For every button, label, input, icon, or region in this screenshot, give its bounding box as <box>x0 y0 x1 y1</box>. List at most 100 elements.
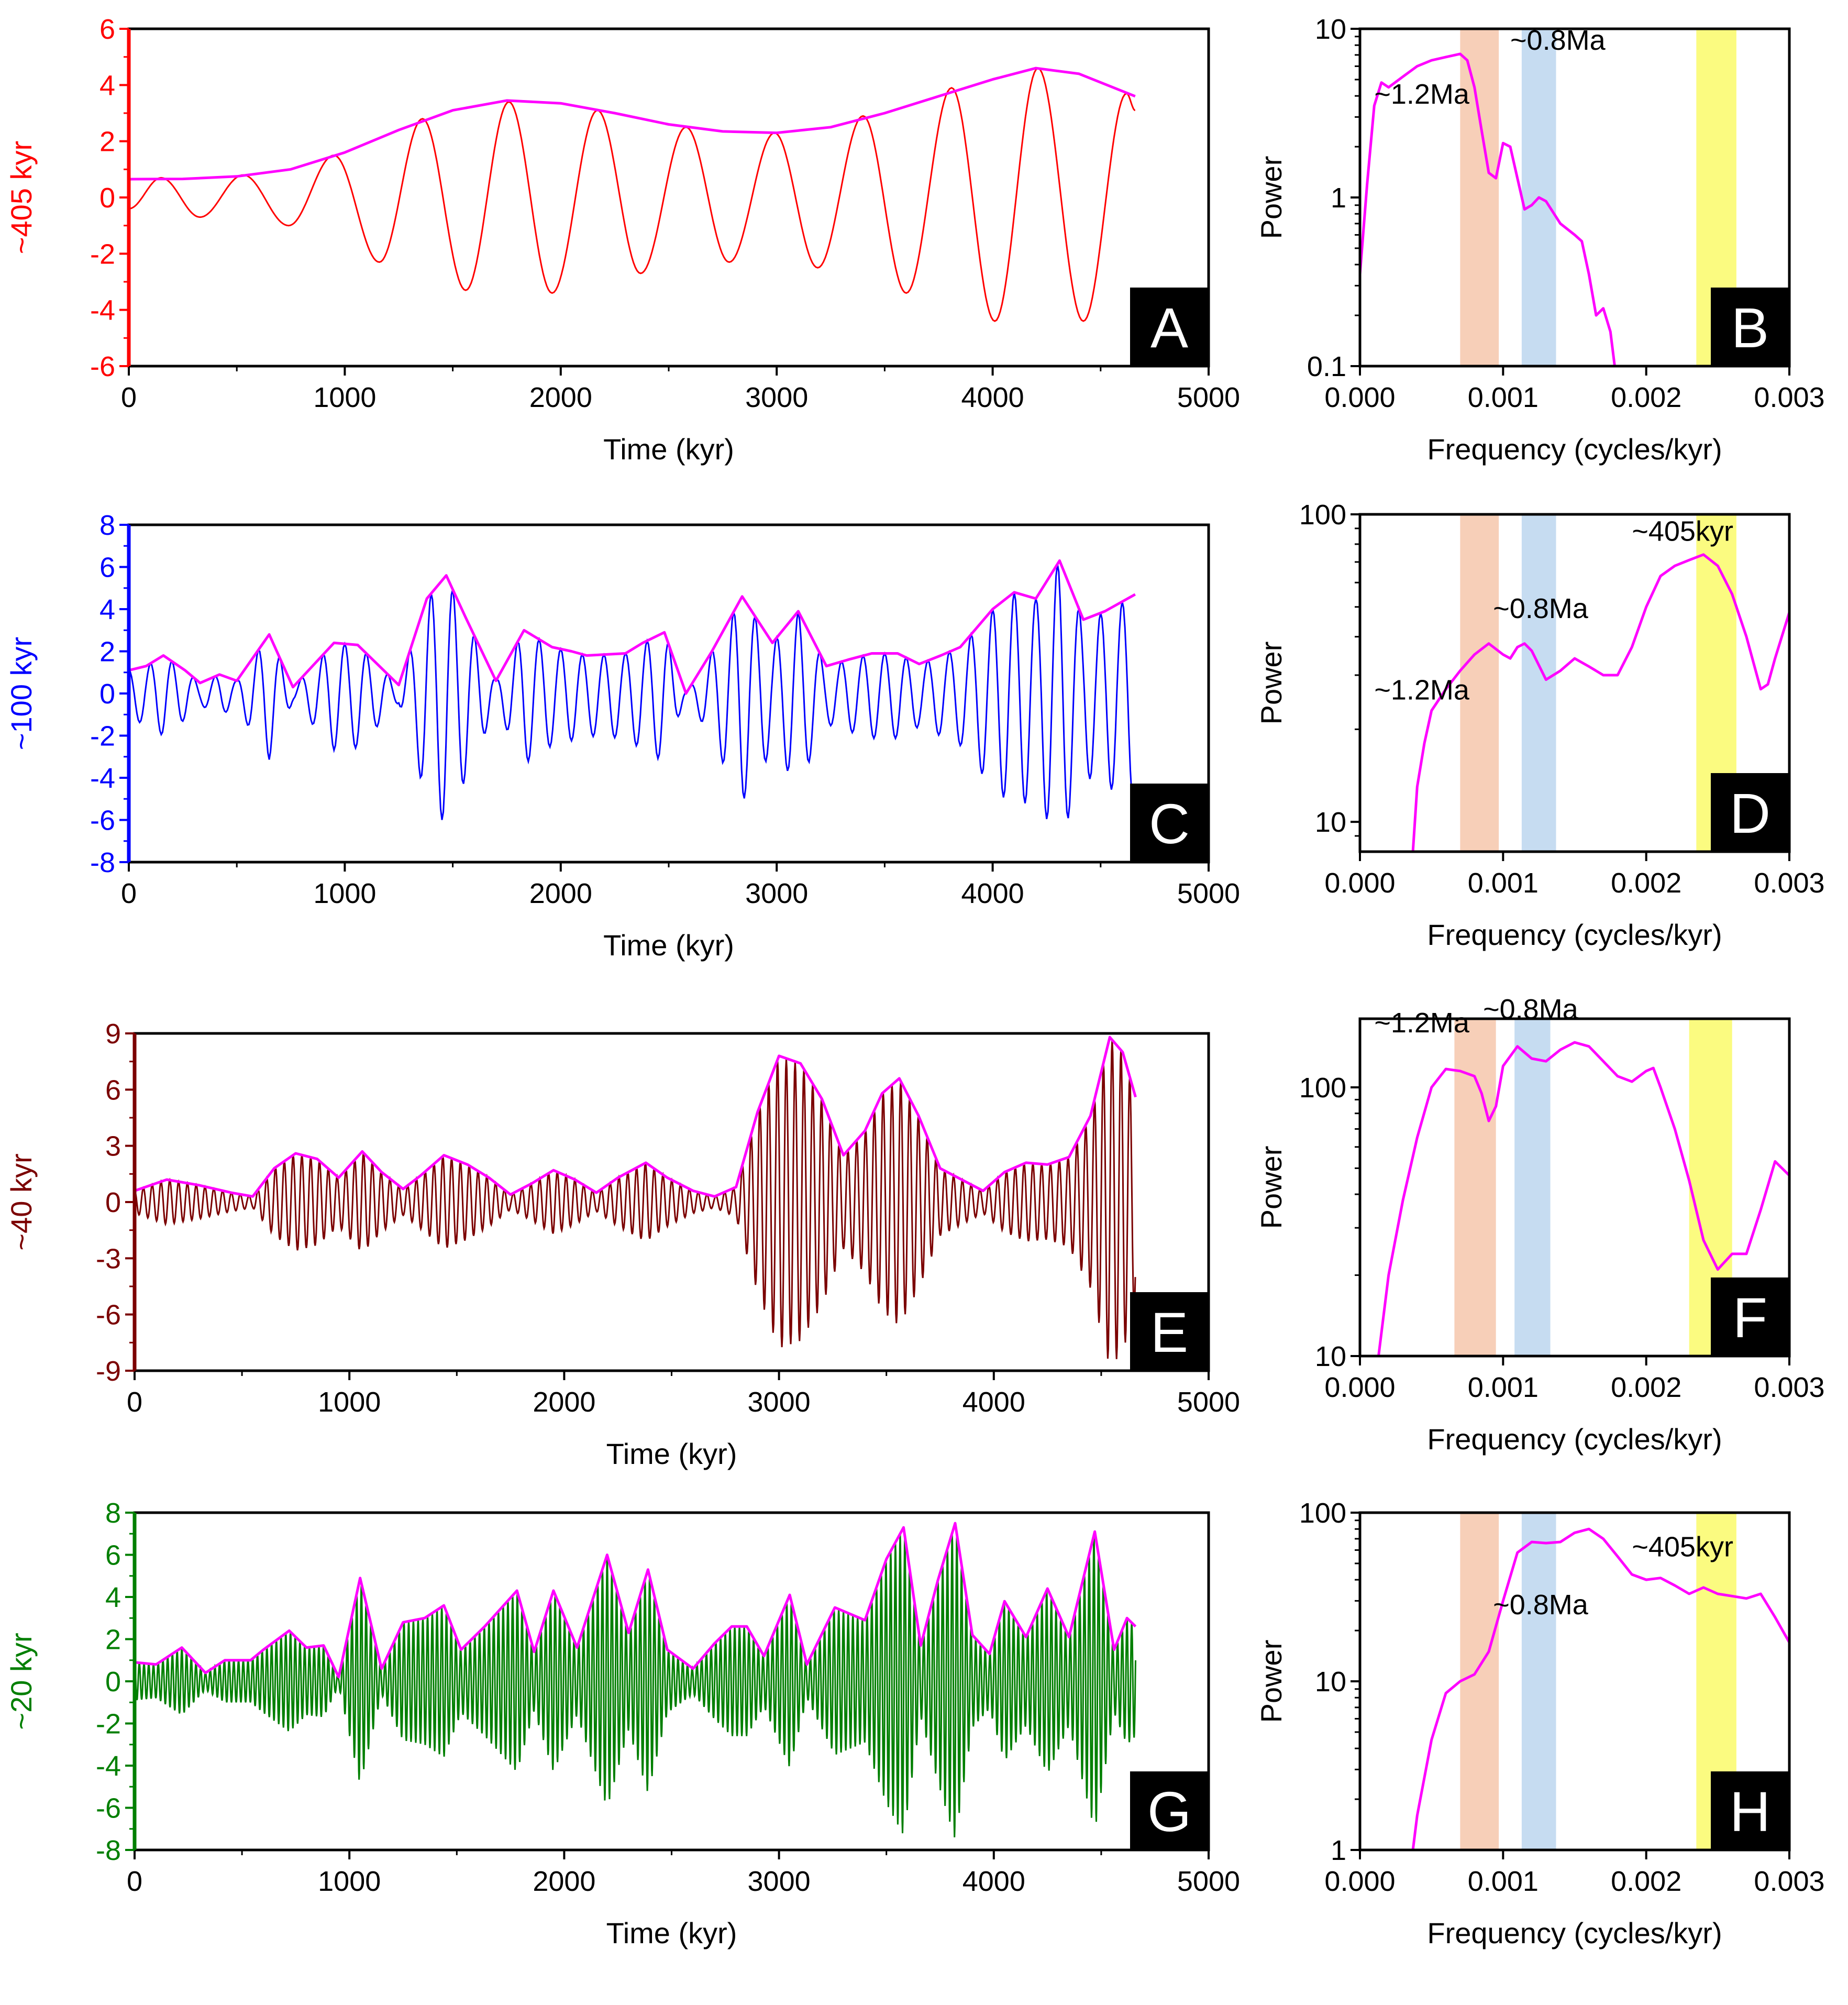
peak-annotation: ~1.2Ma <box>1374 79 1470 110</box>
signal-line-g <box>135 1533 1136 1837</box>
y-tick-label: -6 <box>90 805 115 836</box>
y-tick-label: -8 <box>96 1835 121 1866</box>
panel-e: 0 1000 2000 3000 4000 5000 -9 -6 -3 0 3 6 9 Time (kyr… <box>5 1018 1240 1470</box>
peak-annotation: ~1.2Ma <box>1374 674 1470 706</box>
panel-letter-box <box>1130 288 1209 366</box>
y-tick-label: 9 <box>105 1018 121 1050</box>
spectrum-line-f <box>1377 1041 1789 1356</box>
y-tick-label: -6 <box>96 1793 121 1824</box>
panel-letter: D <box>1730 781 1770 845</box>
y-tick-label: 0 <box>105 1187 121 1218</box>
panel-letter-box <box>1711 288 1789 366</box>
y-tick-label: 3 <box>105 1131 121 1162</box>
band-band-0-8Ma <box>1521 514 1556 852</box>
panel-letter-box <box>1130 1771 1209 1850</box>
y-tick-label: -4 <box>90 295 115 326</box>
x-tick-label: 3000 <box>745 382 808 413</box>
x-tick-label: 3000 <box>748 1866 811 1897</box>
plot-frame <box>127 27 1210 368</box>
panel-a: 0 1000 2000 3000 4000 5000 -6 -4 -2 0 2 4 6 Time (kyr… <box>5 14 1240 466</box>
x-tick-label: 1000 <box>318 1386 381 1418</box>
x-tick-label: 5000 <box>1177 878 1240 909</box>
x-tick-label: 1000 <box>318 1866 381 1897</box>
x-axis-title: Time (kyr) <box>603 929 734 962</box>
peak-annotation: ~405kyr <box>1632 516 1733 547</box>
signal-line-c <box>129 564 1135 820</box>
plot-frame <box>127 523 1210 864</box>
y-tick-label: 10 <box>1315 807 1346 838</box>
x-tick-label: 5000 <box>1177 382 1240 413</box>
x-tick-label: 0.001 <box>1468 867 1539 899</box>
y-tick-label: 0 <box>99 678 115 710</box>
x-tick-label: 2000 <box>529 382 592 413</box>
panel-letter-box <box>1130 784 1209 862</box>
x-tick-label: 0 <box>121 878 137 909</box>
plot-frame <box>1358 513 1791 853</box>
y-tick-label: 6 <box>99 552 115 583</box>
y-tick-label: -6 <box>90 351 115 382</box>
y-tick-label: 100 <box>1299 1497 1346 1529</box>
spectrum-line-d <box>1411 553 1789 852</box>
y-tick-label: 2 <box>99 636 115 668</box>
panel-letter-box <box>1711 1771 1789 1850</box>
spectrum-line-b <box>1360 52 1616 366</box>
envelope-line-c <box>129 559 1136 695</box>
x-tick-label: 0.002 <box>1611 1866 1681 1897</box>
signal-line-e <box>135 1040 1136 1359</box>
y-tick-label: -9 <box>96 1356 121 1387</box>
y-tick-label: -3 <box>96 1243 121 1274</box>
x-axis-title: Time (kyr) <box>606 1916 737 1949</box>
y-tick-label: -2 <box>96 1709 121 1740</box>
peak-annotation: ~0.8Ma <box>1510 25 1606 56</box>
x-tick-label: 4000 <box>961 382 1024 413</box>
x-tick-label: 0 <box>121 382 137 413</box>
y-tick-label: 0 <box>105 1666 121 1698</box>
y-tick-label: 10 <box>1315 14 1346 45</box>
panel-g: 0 1000 2000 3000 4000 5000 -8 -6 -4 -2 0 2 4 6 8 Time (… <box>5 1497 1240 1949</box>
panel-d: 0.000 0.001 0.002 0.003 10 100 Frequency (cycl… <box>1255 499 1825 951</box>
y-tick-label: 0 <box>99 182 115 214</box>
x-tick-label: 0.000 <box>1324 1866 1395 1897</box>
x-tick-label: 1000 <box>313 382 376 413</box>
y-tick-label: 0.1 <box>1307 351 1346 382</box>
panel-letter: G <box>1147 1780 1191 1843</box>
x-tick-label: 0.003 <box>1754 1372 1824 1403</box>
x-tick-label: 0.001 <box>1468 1866 1539 1897</box>
x-tick-label: 2000 <box>533 1386 595 1418</box>
y-axis-title: Power <box>1255 1146 1288 1229</box>
panel-f: 0.000 0.001 0.002 0.003 10 100 Frequency (cycl… <box>1255 994 1825 1456</box>
band-band-1-2Ma <box>1460 514 1499 852</box>
envelope-line-g <box>135 1522 1137 1679</box>
panel-letter: A <box>1150 296 1188 359</box>
y-tick-label: 2 <box>105 1624 121 1656</box>
plot-frame <box>1358 1017 1791 1358</box>
panel-letter: E <box>1150 1301 1188 1364</box>
x-tick-label: 2000 <box>533 1866 595 1897</box>
band-band-1-2Ma <box>1454 1019 1496 1356</box>
x-tick-label: 4000 <box>961 878 1024 909</box>
y-tick-label: 1 <box>1331 182 1346 214</box>
x-tick-label: 0 <box>127 1386 142 1418</box>
y-tick-label: 10 <box>1315 1341 1346 1372</box>
x-tick-label: 0.003 <box>1754 1866 1824 1897</box>
peak-annotation: ~0.8Ma <box>1493 1589 1589 1621</box>
x-tick-label: 0.002 <box>1611 867 1681 899</box>
x-tick-label: 3000 <box>745 878 808 909</box>
y-axis-title: ~100 kyr <box>5 637 38 750</box>
y-tick-label: -8 <box>90 847 115 878</box>
y-tick-label: 100 <box>1299 499 1346 531</box>
peak-annotation: ~405kyr <box>1632 1532 1733 1563</box>
x-axis-title: Time (kyr) <box>603 433 734 466</box>
peak-annotation: ~0.8Ma <box>1493 593 1589 624</box>
x-tick-label: 0.000 <box>1324 867 1395 899</box>
y-tick-label: 1 <box>1331 1835 1346 1866</box>
panel-letter: F <box>1733 1286 1767 1349</box>
x-axis-title: Frequency (cycles/kyr) <box>1427 433 1722 466</box>
peak-annotation: ~1.2Ma <box>1374 1007 1470 1039</box>
panel-letter: B <box>1731 296 1769 359</box>
y-axis-title: ~40 kyr <box>5 1153 38 1250</box>
y-tick-label: -4 <box>90 763 115 794</box>
y-tick-label: -2 <box>90 721 115 752</box>
y-axis-title: Power <box>1255 1640 1288 1723</box>
envelope-line-e <box>135 1035 1137 1198</box>
